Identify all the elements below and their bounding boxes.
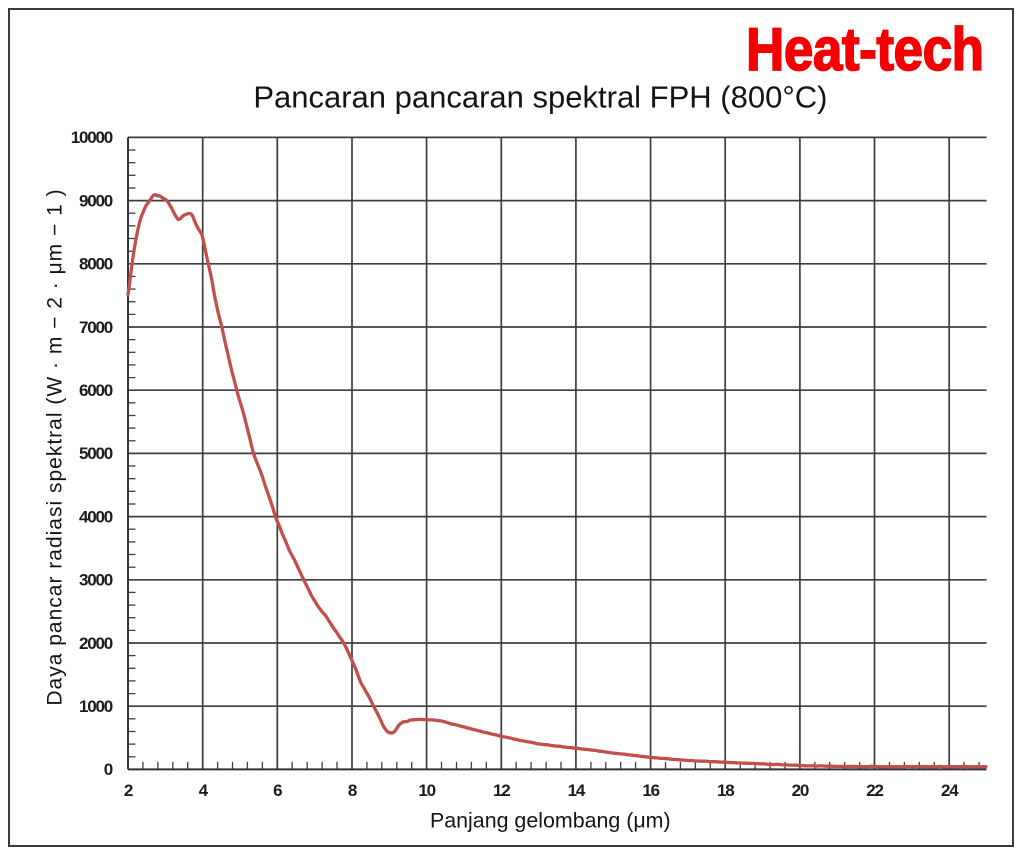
svg-text:Pancaran pancaran spektral FPH: Pancaran pancaran spektral FPH (800°C) xyxy=(253,80,827,115)
svg-text:1000: 1000 xyxy=(79,697,113,716)
svg-text:6000: 6000 xyxy=(79,381,113,400)
svg-text:10000: 10000 xyxy=(71,128,113,147)
svg-text:20: 20 xyxy=(792,781,809,800)
svg-text:7000: 7000 xyxy=(79,318,113,337)
svg-text:6: 6 xyxy=(273,781,282,800)
svg-text:5000: 5000 xyxy=(79,444,113,463)
svg-text:2000: 2000 xyxy=(79,634,113,653)
svg-text:4000: 4000 xyxy=(79,507,113,526)
svg-text:4: 4 xyxy=(199,781,209,800)
svg-text:14: 14 xyxy=(568,781,586,800)
svg-text:24: 24 xyxy=(941,781,959,800)
svg-text:8: 8 xyxy=(348,781,357,800)
svg-text:0: 0 xyxy=(104,760,113,779)
svg-text:Daya pancar radiasi spektral (: Daya pancar radiasi spektral (W · m − 2 … xyxy=(44,188,67,705)
svg-text:16: 16 xyxy=(642,781,659,800)
svg-text:18: 18 xyxy=(717,781,734,800)
svg-text:10: 10 xyxy=(418,781,435,800)
svg-text:8000: 8000 xyxy=(79,255,113,274)
svg-text:2: 2 xyxy=(124,781,133,800)
svg-text:3000: 3000 xyxy=(79,571,113,590)
svg-text:12: 12 xyxy=(493,781,510,800)
svg-text:Panjang gelombang (μm): Panjang gelombang (μm) xyxy=(430,809,671,833)
svg-text:9000: 9000 xyxy=(79,191,113,210)
svg-text:22: 22 xyxy=(866,781,883,800)
